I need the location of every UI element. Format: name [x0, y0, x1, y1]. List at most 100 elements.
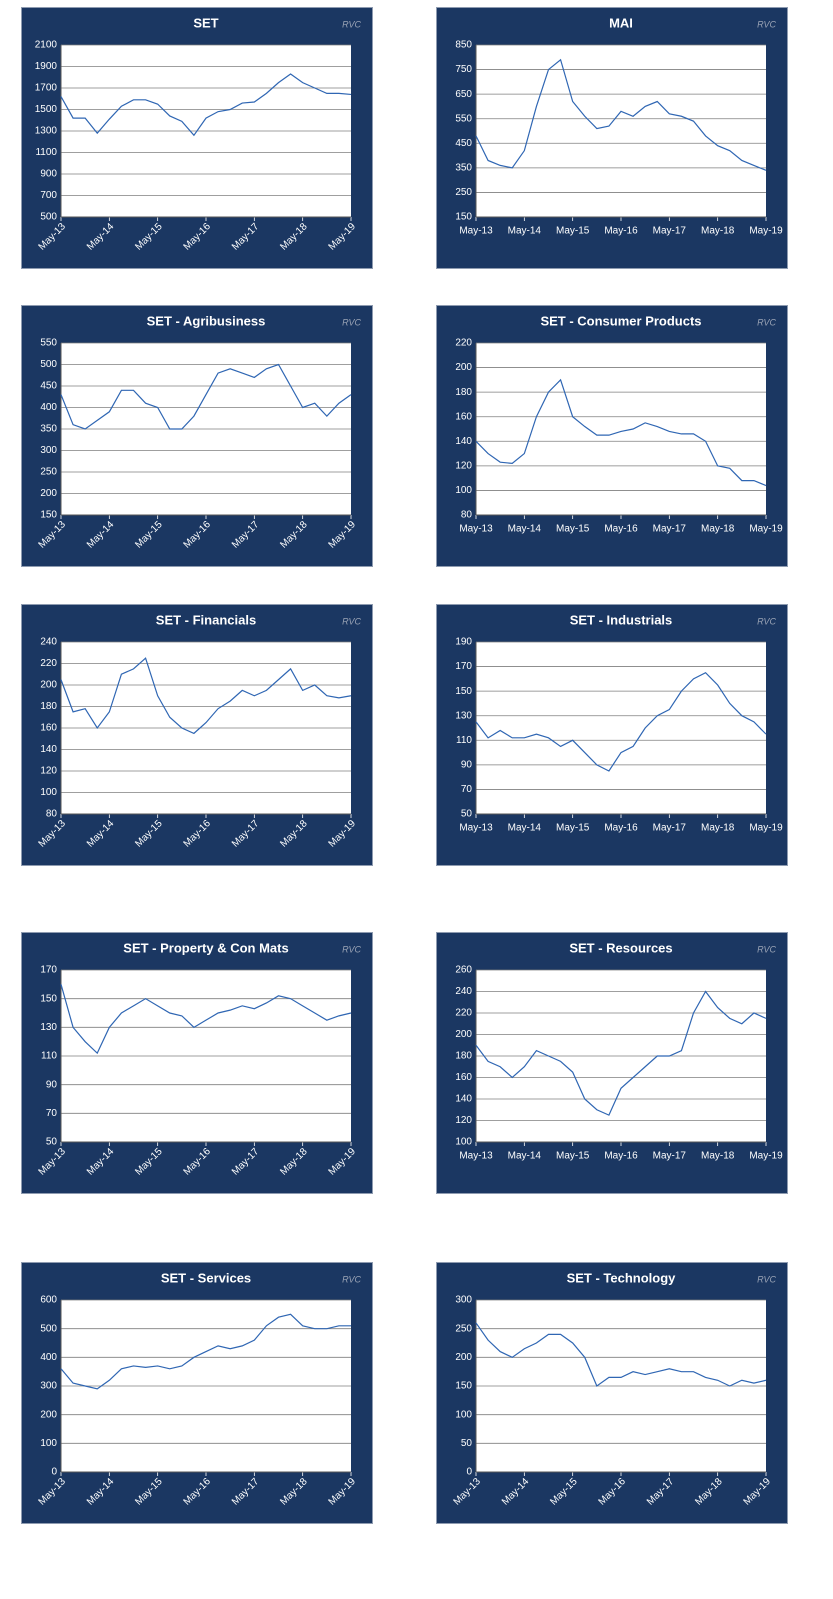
y-tick-label: 70: [461, 784, 473, 795]
y-tick-label: 2100: [35, 40, 58, 51]
data-line: [60, 363, 352, 430]
x-tick-label: May-13: [459, 524, 493, 535]
y-tick-label: 50: [461, 809, 473, 820]
chart-title: SET - Financials: [156, 612, 256, 627]
source-label: RVC: [757, 944, 776, 954]
source-label: RVC: [342, 1274, 361, 1284]
y-tick-label: 140: [455, 436, 472, 447]
y-tick-label: 160: [40, 723, 57, 734]
y-tick-label: 240: [40, 637, 57, 648]
chart-panel: SET - Consumer Products RVC 80 100 120 140 160…: [436, 305, 788, 567]
y-tick-label: 150: [455, 686, 472, 697]
y-tick-label: 200: [40, 1409, 57, 1420]
y-tick-label: 1100: [35, 147, 57, 158]
chart-panel: SET - Resources RVC 100 120 140 160 180 200 220 2…: [436, 932, 788, 1194]
y-tick-label: 600: [40, 1295, 57, 1306]
data-line: [60, 73, 352, 137]
y-tick-label: 80: [461, 510, 473, 521]
chart-panel: SET - Agribusiness RVC 150 200 250 300 350 400 4…: [21, 305, 373, 567]
x-tick-label: May-14: [508, 1151, 542, 1162]
y-tick-label: 170: [455, 661, 472, 672]
y-tick-label: 350: [455, 162, 472, 173]
y-tick-label: 110: [41, 1051, 57, 1062]
y-tick-label: 400: [40, 402, 57, 413]
y-tick-label: 100: [455, 1409, 472, 1420]
y-tick-label: 120: [40, 766, 57, 777]
x-tick-label: May-18: [701, 1151, 735, 1162]
chart-title: SET - Property & Con Mats: [123, 940, 288, 955]
y-tick-label: 200: [455, 1029, 472, 1040]
y-tick-label: 180: [455, 1051, 472, 1062]
x-tick-label: May-18: [701, 823, 735, 834]
data-line: [475, 990, 767, 1116]
data-line: [475, 1322, 767, 1387]
chart-panel: MAI RVC 150 250 350 450 550 650 750 850 May-13 May-…: [436, 7, 788, 269]
y-tick-label: 1500: [35, 104, 58, 115]
x-tick-label: May-14: [508, 823, 542, 834]
y-tick-label: 300: [455, 1295, 472, 1306]
chart-panel: SET RVC 500 700 900 1100 1300 1500 1700 1900 2100 M…: [21, 7, 373, 269]
chart-title: SET - Resources: [569, 940, 672, 955]
x-tick-label: May-15: [556, 226, 590, 237]
y-tick-label: 100: [40, 1438, 57, 1449]
x-tick-label: May-15: [556, 1151, 590, 1162]
y-tick-label: 180: [40, 701, 57, 712]
source-label: RVC: [342, 317, 361, 327]
chart-title: SET - Services: [161, 1270, 251, 1285]
x-tick-label: May-17: [653, 1151, 687, 1162]
chart-title: MAI: [609, 15, 633, 30]
x-tick-label: May-18: [701, 226, 735, 237]
source-label: RVC: [757, 19, 776, 29]
chart: SET - Consumer Products RVC 80 100 120 140 160…: [436, 305, 788, 567]
y-tick-label: 130: [455, 710, 472, 721]
y-tick-label: 120: [455, 460, 472, 471]
x-tick-label: May-19: [749, 226, 783, 237]
x-tick-label: May-15: [556, 524, 590, 535]
plot-area: [476, 343, 766, 515]
y-tick-label: 160: [455, 411, 472, 422]
y-tick-label: 90: [461, 759, 473, 770]
chart-title: SET - Technology: [567, 1270, 677, 1285]
x-tick-label: May-13: [459, 226, 493, 237]
y-tick-label: 190: [455, 637, 472, 648]
x-tick-label: May-16: [604, 1151, 638, 1162]
chart: SET RVC500700900110013001500170019002100M…: [21, 7, 373, 269]
source-label: RVC: [757, 1274, 776, 1284]
x-tick-label: May-17: [653, 524, 687, 535]
y-tick-label: 260: [455, 965, 472, 976]
x-tick-label: May-16: [604, 226, 638, 237]
y-tick-label: 500: [40, 212, 57, 223]
data-line: [475, 378, 767, 487]
y-tick-label: 250: [455, 187, 472, 198]
chart: SET - Services RVC0100200300400500600May-…: [21, 1262, 373, 1524]
source-label: RVC: [342, 19, 361, 29]
x-tick-label: May-17: [653, 823, 687, 834]
y-tick-label: 300: [40, 1381, 57, 1392]
source-label: RVC: [757, 616, 776, 626]
y-tick-label: 450: [40, 381, 57, 392]
data-line: [60, 984, 352, 1055]
chart-title: SET - Agribusiness: [147, 313, 266, 328]
x-tick-label: May-15: [556, 823, 590, 834]
chart-title: SET: [193, 15, 218, 30]
y-tick-label: 220: [455, 338, 472, 349]
y-tick-label: 450: [455, 138, 472, 149]
y-tick-label: 350: [40, 424, 57, 435]
y-tick-label: 170: [40, 965, 57, 976]
y-tick-label: 300: [40, 445, 57, 456]
y-tick-label: 200: [455, 362, 472, 373]
y-tick-label: 130: [40, 1022, 57, 1033]
chart-panel: SET - Property & Con Mats RVC 50 70 90 110 130…: [21, 932, 373, 1194]
y-tick-label: 150: [40, 510, 57, 521]
chart: MAI RVC 150 250 350 450 550 650 750 850 May-13 May-…: [436, 7, 788, 269]
y-tick-label: 100: [40, 787, 57, 798]
chart: SET - Agribusiness RVC 150 200 250 300 350 400 4…: [21, 305, 373, 567]
x-tick-label: May-16: [604, 823, 638, 834]
y-tick-label: 400: [40, 1352, 57, 1363]
x-tick-label: May-14: [508, 524, 542, 535]
x-tick-label: May-16: [604, 524, 638, 535]
plot-area: [476, 642, 766, 814]
y-tick-label: 850: [455, 40, 472, 51]
data-line: [475, 58, 767, 171]
